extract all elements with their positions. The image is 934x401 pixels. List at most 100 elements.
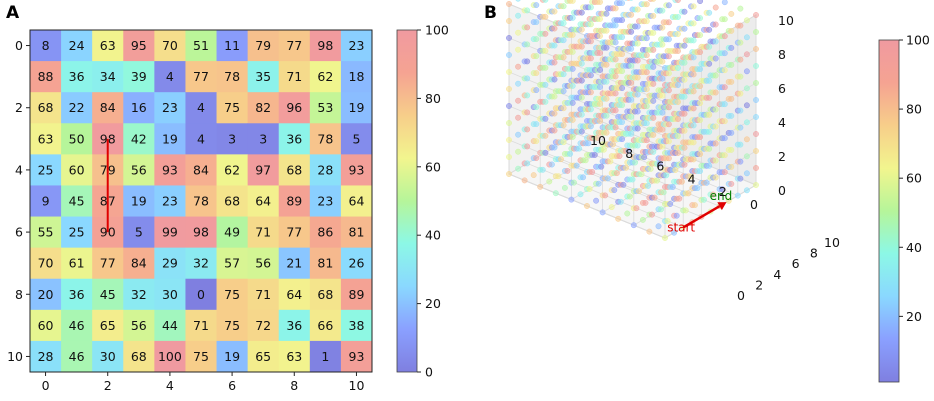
scatter-point bbox=[551, 59, 558, 66]
scatter-point bbox=[626, 193, 633, 200]
heatmap-cell bbox=[30, 309, 62, 342]
scatter-point bbox=[597, 118, 603, 124]
scatter-point bbox=[712, 174, 719, 181]
scatter-point bbox=[662, 235, 668, 241]
scatter-point bbox=[619, 136, 626, 143]
scatter-point bbox=[656, 160, 663, 167]
heatmap-cell bbox=[154, 123, 186, 155]
scatter-point bbox=[524, 143, 531, 150]
heatmap-cell-value: 68 bbox=[224, 194, 240, 209]
scatter-point bbox=[690, 20, 697, 27]
heatmap-cell bbox=[92, 340, 124, 373]
scatter-point bbox=[587, 106, 594, 113]
scatter-point bbox=[515, 29, 522, 36]
heatmap-cell-value: 77 bbox=[286, 225, 302, 240]
scatter-point bbox=[743, 119, 750, 126]
scatter-point bbox=[612, 90, 619, 97]
heatmap-cell-value: 84 bbox=[193, 162, 209, 177]
heatmap-cell bbox=[92, 309, 124, 342]
heatmap-cell-value: 42 bbox=[131, 131, 147, 146]
scatter-point bbox=[577, 191, 584, 198]
scatter-point bbox=[706, 94, 713, 101]
scatter-point bbox=[706, 43, 713, 50]
heatmap-cell bbox=[123, 278, 155, 311]
heatmap-cell bbox=[278, 30, 311, 62]
scatter-point bbox=[506, 86, 512, 92]
scatter-point bbox=[650, 29, 657, 36]
heatmap-cell-value: 3 bbox=[259, 131, 267, 146]
scatter-point bbox=[542, 115, 549, 122]
y-tick-label: 10 bbox=[7, 349, 23, 364]
heatmap-cell-value: 79 bbox=[255, 38, 271, 53]
scatter-point bbox=[560, 54, 567, 61]
scatter-point bbox=[737, 175, 744, 182]
scatter-point bbox=[628, 79, 635, 86]
heatmap-cell bbox=[340, 30, 373, 62]
scatter-point bbox=[619, 68, 626, 75]
scatter-point bbox=[515, 0, 521, 2]
scatter-point bbox=[530, 172, 537, 179]
heatmap-cell-value: 51 bbox=[193, 38, 209, 53]
heatmap-cells bbox=[30, 30, 373, 373]
scatter-point bbox=[567, 150, 574, 157]
heatmap-cell bbox=[154, 278, 186, 311]
scatter-point bbox=[603, 95, 610, 102]
heatmap-cell bbox=[216, 123, 249, 155]
scatter-point bbox=[634, 74, 641, 81]
heatmap-cell-value: 20 bbox=[38, 287, 54, 302]
scatter-point bbox=[650, 131, 657, 138]
scatter-point bbox=[690, 122, 697, 129]
heatmap-cell bbox=[123, 340, 155, 373]
scatter-point bbox=[665, 53, 672, 60]
heatmap-cell bbox=[216, 278, 249, 311]
scatter-point bbox=[561, 184, 568, 191]
heatmap-cell bbox=[185, 154, 217, 186]
scatter-point bbox=[612, 56, 619, 63]
heatmap-cell-value: 19 bbox=[349, 100, 365, 115]
scatter-point bbox=[603, 10, 610, 17]
scatter-point bbox=[721, 84, 728, 91]
heatmap-cell-value: 63 bbox=[100, 38, 116, 53]
scatter-point bbox=[560, 122, 567, 129]
scatter-point bbox=[552, 190, 559, 197]
scatter-point bbox=[613, 170, 620, 177]
scatter-point bbox=[603, 61, 610, 68]
heatmap-cell bbox=[123, 123, 155, 155]
heatmap-cell bbox=[30, 30, 62, 62]
heatmap-cell bbox=[154, 216, 186, 249]
heatmap-cell bbox=[278, 278, 311, 311]
scatter-point bbox=[542, 81, 549, 88]
scatter3d-points bbox=[506, 0, 759, 241]
scatter-point bbox=[623, 164, 629, 171]
scatter-point bbox=[619, 51, 626, 58]
scatter-point bbox=[595, 180, 602, 187]
scatter-point bbox=[578, 94, 585, 101]
scatter-point bbox=[578, 9, 585, 16]
scatter-point bbox=[650, 0, 657, 2]
scatter-point bbox=[634, 40, 641, 47]
heatmap-cell-value: 23 bbox=[162, 100, 178, 115]
scatter-point bbox=[506, 1, 512, 7]
scatter-point bbox=[743, 136, 750, 143]
scatter-point bbox=[681, 42, 688, 49]
scatter-point bbox=[690, 54, 697, 61]
scatter-point bbox=[630, 222, 637, 229]
scatter-point bbox=[578, 128, 585, 135]
scatter-point bbox=[515, 63, 522, 70]
scatter-point bbox=[685, 190, 692, 197]
heatmap-cell-value: 71 bbox=[255, 287, 271, 302]
scatter-point bbox=[650, 97, 657, 104]
scatter-point bbox=[643, 120, 650, 127]
y3d-tick-label: 0 bbox=[737, 288, 745, 303]
scatter-point bbox=[639, 216, 646, 223]
scatter-point bbox=[506, 69, 512, 75]
heatmap-cell-value: 96 bbox=[286, 100, 302, 115]
scatter-point bbox=[560, 37, 567, 44]
scatter-point bbox=[697, 168, 704, 175]
scatter-point bbox=[703, 179, 710, 186]
scatter-point bbox=[619, 102, 626, 109]
scatter-point bbox=[585, 140, 592, 147]
scatter-point bbox=[675, 65, 681, 71]
heatmap-cell-value: 64 bbox=[255, 194, 271, 209]
